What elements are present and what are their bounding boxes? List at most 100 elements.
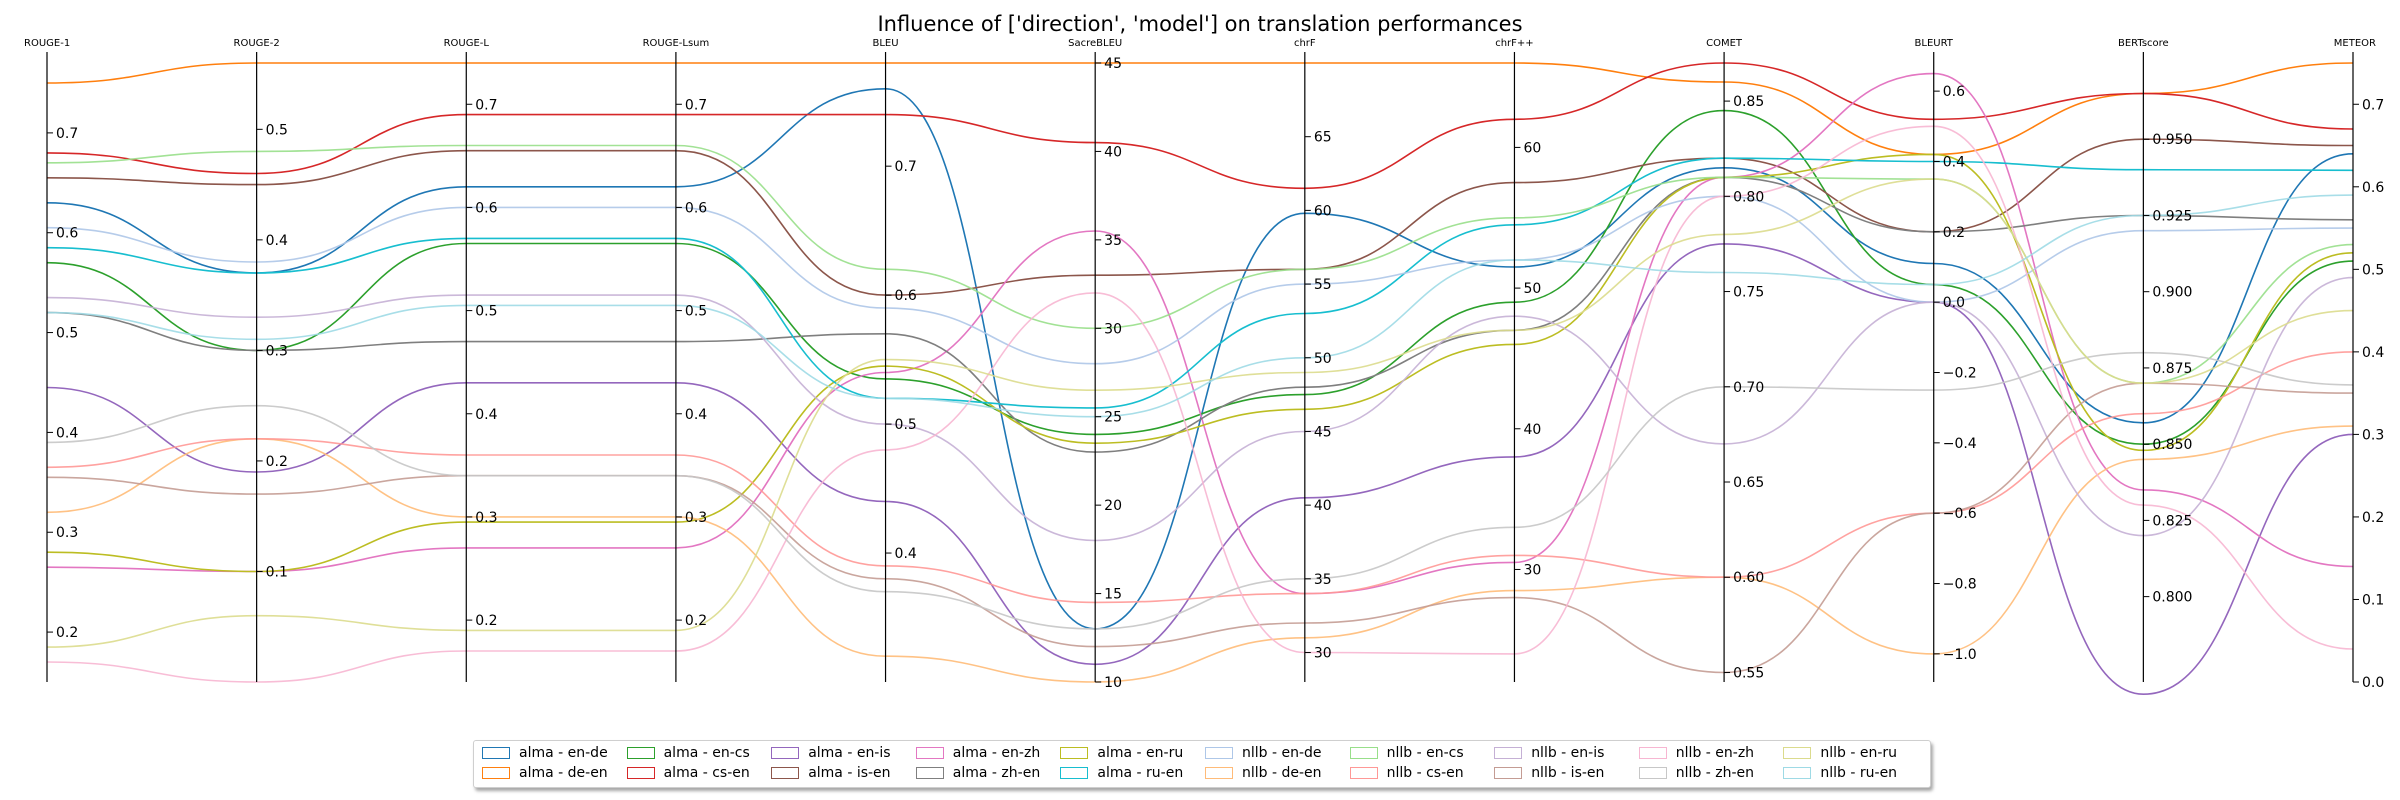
axis-rouge-lsum: ROUGE-Lsum 0.2 0.3 0.4 0.5 0.6 0.7 bbox=[643, 38, 710, 682]
series-line-alma-en-zh bbox=[46, 72, 2354, 595]
legend-label: alma - ru-en bbox=[1097, 765, 1184, 781]
legend-item-alma-ru-en: alma - ru-en bbox=[1060, 763, 1199, 783]
legend-label: alma - zh-en bbox=[952, 765, 1041, 781]
tick-label: 15 bbox=[1104, 587, 1122, 603]
axis-name: METEOR bbox=[2334, 38, 2376, 49]
legend-label: nllb - en-de bbox=[1242, 745, 1322, 761]
tick-label: 0.1 bbox=[2362, 592, 2384, 608]
legend-swatch bbox=[771, 767, 800, 779]
series-line-nllb-en-zh bbox=[46, 125, 2354, 683]
axis-name: ROUGE-Lsum bbox=[643, 38, 710, 49]
tick-label: 60 bbox=[1314, 203, 1332, 219]
axis-name: ROUGE-L bbox=[444, 38, 490, 49]
tick-label: 0.5 bbox=[475, 304, 497, 320]
axis-comet: COMET 0.55 0.60 0.65 0.70 0.75 0.80 0.85 bbox=[1706, 38, 1764, 682]
legend-swatch bbox=[1349, 767, 1378, 779]
tick-label: 60 bbox=[1523, 140, 1541, 156]
tick-label: 0.6 bbox=[895, 288, 917, 304]
tick-label: 0.2 bbox=[266, 454, 288, 470]
legend-item-alma-en-de: alma - en-de bbox=[482, 743, 621, 763]
tick-label: 0.925 bbox=[2152, 208, 2192, 224]
legend-swatch bbox=[1060, 747, 1089, 759]
tick-label: 50 bbox=[1523, 281, 1541, 297]
tick-label: 0.7 bbox=[56, 126, 78, 142]
axis-name: BLEURT bbox=[1915, 38, 1954, 49]
legend-swatch bbox=[1060, 767, 1089, 779]
tick-label: 25 bbox=[1104, 410, 1122, 426]
tick-label: 0.4 bbox=[685, 407, 707, 423]
tick-label: 50 bbox=[1314, 351, 1332, 367]
axis-name: ROUGE-2 bbox=[234, 38, 280, 49]
tick-label: 30 bbox=[1523, 562, 1541, 578]
tick-label: 0.6 bbox=[1943, 84, 1965, 100]
axes-layer: ROUGE-1 0.2 0.3 0.4 0.5 0.6 0.7 ROUGE-2 0.1 0.2 0.… bbox=[24, 38, 2384, 691]
axis-rouge-1: ROUGE-1 0.2 0.3 0.4 0.5 0.6 0.7 bbox=[24, 38, 78, 682]
tick-label: 0.800 bbox=[2152, 590, 2192, 606]
legend-label: alma - en-ru bbox=[1097, 745, 1184, 761]
tick-label: 0.4 bbox=[56, 425, 78, 441]
tick-label: 0.6 bbox=[685, 200, 707, 216]
legend-label: nllb - en-is bbox=[1531, 745, 1605, 761]
legend-item-nllb-en-ru: nllb - en-ru bbox=[1783, 743, 1922, 763]
axis-name: chrF++ bbox=[1495, 38, 1533, 49]
legend-swatch bbox=[1783, 767, 1812, 779]
tick-label: 30 bbox=[1104, 321, 1122, 337]
legend-label: alma - en-de bbox=[519, 745, 608, 761]
legend-swatch bbox=[1638, 767, 1667, 779]
tick-label: 0.4 bbox=[895, 546, 917, 562]
series-line-alma-en-ru bbox=[46, 153, 2354, 573]
tick-label: 0.2 bbox=[475, 613, 497, 629]
tick-label: 0.3 bbox=[475, 510, 497, 526]
tick-label: 40 bbox=[1523, 422, 1541, 438]
series-line-nllb-zh-en bbox=[46, 351, 2354, 630]
legend-swatch bbox=[1494, 747, 1523, 759]
tick-label: 0.3 bbox=[685, 510, 707, 526]
tick-label: 0.7 bbox=[2362, 97, 2384, 113]
tick-label: 0.6 bbox=[475, 200, 497, 216]
series-line-nllb-de-en bbox=[46, 425, 2354, 683]
tick-label: −0.2 bbox=[1943, 366, 1977, 382]
tick-label: 0.6 bbox=[2362, 180, 2384, 196]
legend-label: nllb - en-ru bbox=[1820, 745, 1898, 761]
tick-label: 30 bbox=[1314, 646, 1332, 662]
legend-item-nllb-en-cs: nllb - en-cs bbox=[1349, 743, 1489, 763]
tick-label: 0.5 bbox=[685, 304, 707, 320]
legend-item-nllb-ru-en: nllb - ru-en bbox=[1783, 763, 1922, 783]
tick-label: 0.70 bbox=[1733, 380, 1764, 396]
series-line-nllb-en-de bbox=[46, 195, 2354, 365]
tick-label: 0.4 bbox=[1943, 154, 1965, 170]
legend-swatch bbox=[482, 747, 510, 759]
tick-label: 0.7 bbox=[685, 97, 707, 113]
tick-label: 0.75 bbox=[1733, 285, 1764, 301]
legend-label: nllb - de-en bbox=[1242, 765, 1322, 781]
tick-label: 0.55 bbox=[1733, 665, 1764, 681]
legend-label: alma - en-zh bbox=[952, 745, 1041, 761]
legend-item-nllb-is-en: nllb - is-en bbox=[1494, 763, 1633, 783]
axis-rouge-2: ROUGE-2 0.1 0.2 0.3 0.4 0.5 bbox=[234, 38, 288, 682]
tick-label: 0.5 bbox=[895, 417, 917, 433]
series-line-alma-cs-en bbox=[46, 62, 2354, 190]
legend-item-nllb-cs-en: nllb - cs-en bbox=[1349, 763, 1489, 783]
legend-swatch bbox=[915, 747, 944, 759]
series-line-nllb-en-cs bbox=[46, 144, 2354, 385]
tick-label: 0.850 bbox=[2152, 437, 2192, 453]
axis-name: COMET bbox=[1706, 38, 1743, 49]
legend-item-alma-en-ru: alma - en-ru bbox=[1060, 743, 1199, 763]
tick-label: 0.2 bbox=[2362, 510, 2384, 526]
legend-swatch bbox=[626, 767, 655, 779]
tick-label: 0.2 bbox=[1943, 225, 1965, 241]
legend-label: nllb - is-en bbox=[1531, 765, 1605, 781]
legend-swatch bbox=[1638, 747, 1667, 759]
legend-label: nllb - en-cs bbox=[1386, 745, 1464, 761]
legend-item-nllb-en-de: nllb - en-de bbox=[1205, 743, 1344, 763]
legend-item-nllb-de-en: nllb - de-en bbox=[1205, 763, 1344, 783]
tick-label: 20 bbox=[1104, 498, 1122, 514]
tick-label: −0.4 bbox=[1943, 436, 1977, 452]
axis-chrf: chrF++ 30 40 50 60 bbox=[1495, 38, 1541, 682]
tick-label: 0.7 bbox=[895, 159, 917, 175]
axis-name: SacreBLEU bbox=[1068, 38, 1122, 49]
series-line-alma-en-cs bbox=[46, 109, 2354, 446]
axis-name: chrF bbox=[1294, 38, 1316, 49]
tick-label: 0.5 bbox=[266, 122, 288, 138]
tick-label: 0.4 bbox=[266, 233, 288, 249]
